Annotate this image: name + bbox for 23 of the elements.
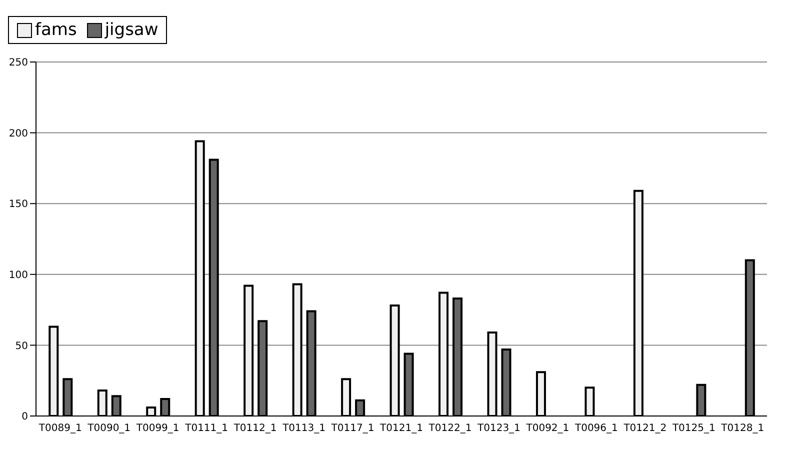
x-tick-label: T0121_2 bbox=[622, 423, 667, 434]
legend-label: jigsaw bbox=[104, 20, 158, 40]
x-tick-label: T0090_1 bbox=[86, 423, 131, 434]
x-tick-label: T0125_1 bbox=[671, 423, 716, 434]
x-tick-label: T0117_1 bbox=[330, 423, 374, 434]
y-tick-label: 50 bbox=[15, 340, 28, 352]
x-tick-label: T0112_1 bbox=[232, 423, 277, 434]
y-tick-label: 200 bbox=[8, 128, 28, 140]
x-tick-label: T0113_1 bbox=[282, 423, 326, 434]
x-tick-label: T0123_1 bbox=[476, 423, 520, 434]
x-tick-label: T0121_1 bbox=[379, 423, 423, 434]
y-tick-label: 150 bbox=[8, 199, 28, 210]
legend-label: fams bbox=[34, 20, 77, 40]
y-tick-label: 100 bbox=[8, 270, 28, 281]
x-tick-label: T0092_1 bbox=[525, 423, 570, 434]
x-tick-label: T0122_1 bbox=[428, 423, 472, 434]
y-tick-label: 250 bbox=[8, 58, 28, 69]
x-tick-label: T0111_1 bbox=[184, 423, 228, 434]
x-tick-label: T0099_1 bbox=[135, 423, 180, 434]
x-tick-label: T0096_1 bbox=[574, 423, 618, 434]
x-tick-label: T0128_1 bbox=[720, 423, 764, 434]
y-tick-label: 0 bbox=[22, 412, 28, 423]
x-tick-label: T0089_1 bbox=[38, 423, 82, 434]
